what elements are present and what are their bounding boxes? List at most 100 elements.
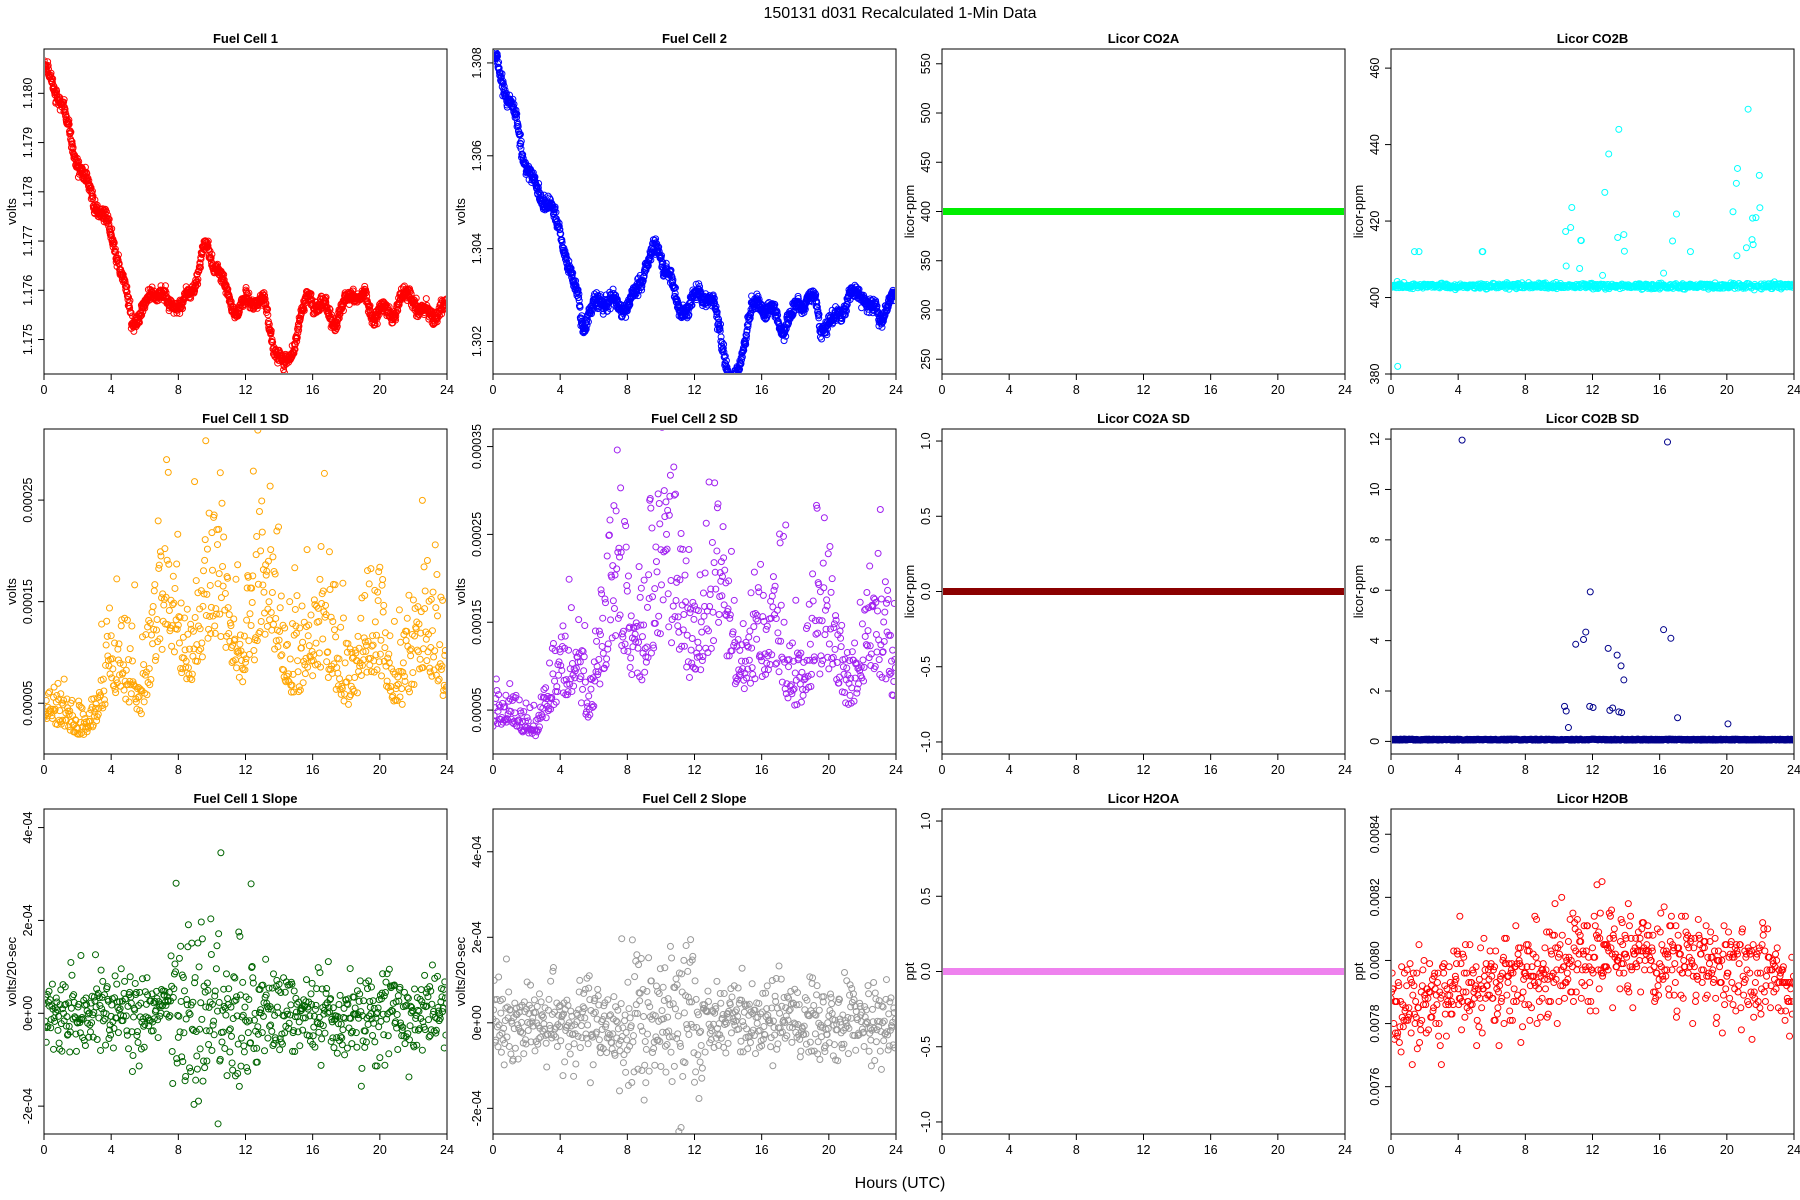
data-point bbox=[443, 295, 446, 303]
data-point bbox=[574, 286, 582, 294]
data-point bbox=[729, 372, 734, 373]
data-point bbox=[65, 710, 73, 718]
x-tick-label: 12 bbox=[1137, 383, 1151, 397]
data-point bbox=[163, 456, 171, 464]
data-point bbox=[359, 648, 367, 656]
data-point bbox=[290, 349, 298, 357]
data-point bbox=[363, 668, 371, 676]
data-point bbox=[442, 301, 446, 309]
data-point bbox=[235, 308, 243, 316]
y-tick-label: 460 bbox=[1368, 58, 1382, 79]
data-point bbox=[50, 683, 58, 691]
data-point bbox=[392, 316, 400, 324]
data-point bbox=[371, 618, 379, 626]
y-tick-label: 0.00015 bbox=[21, 579, 35, 624]
y-axis-label: volts bbox=[4, 198, 19, 225]
data-point bbox=[361, 638, 369, 646]
series-points bbox=[494, 50, 895, 381]
data-point bbox=[674, 298, 682, 306]
data-point bbox=[1394, 362, 1402, 370]
data-point bbox=[192, 282, 200, 290]
data-point bbox=[305, 621, 313, 629]
data-point bbox=[572, 277, 580, 285]
data-point bbox=[688, 301, 696, 309]
data-point bbox=[771, 300, 779, 308]
data-point bbox=[152, 653, 160, 661]
data-point bbox=[100, 696, 108, 704]
data-point bbox=[138, 311, 146, 319]
x-tick-label: 4 bbox=[1455, 383, 1462, 397]
data-point bbox=[405, 591, 413, 599]
data-point bbox=[378, 581, 386, 589]
data-point bbox=[1729, 208, 1737, 216]
data-point bbox=[108, 225, 116, 233]
data-point bbox=[634, 292, 642, 300]
data-point bbox=[422, 295, 430, 303]
data-point bbox=[327, 613, 335, 621]
data-point bbox=[338, 684, 346, 692]
data-point bbox=[216, 469, 224, 477]
data-point bbox=[323, 649, 331, 657]
data-point bbox=[339, 614, 347, 622]
data-point bbox=[567, 264, 575, 272]
data-point bbox=[638, 286, 646, 294]
data-point bbox=[294, 668, 302, 676]
data-point bbox=[410, 681, 418, 689]
data-point bbox=[140, 661, 148, 669]
data-point bbox=[813, 303, 821, 311]
data-point bbox=[57, 720, 65, 728]
data-point bbox=[403, 614, 411, 622]
data-point bbox=[141, 671, 149, 679]
data-point bbox=[433, 571, 441, 579]
data-point bbox=[113, 575, 121, 583]
x-tick-label: 8 bbox=[1522, 383, 1529, 397]
data-point bbox=[421, 587, 429, 595]
data-point bbox=[878, 323, 886, 331]
data-point bbox=[730, 375, 736, 381]
data-point bbox=[574, 288, 582, 296]
data-point bbox=[65, 120, 73, 128]
data-point bbox=[555, 222, 563, 230]
data-point bbox=[1742, 244, 1750, 252]
data-point bbox=[722, 362, 730, 370]
data-point bbox=[224, 604, 232, 612]
data-point bbox=[502, 691, 510, 699]
data-point bbox=[337, 623, 345, 631]
x-tick-label: 16 bbox=[1653, 383, 1667, 397]
data-point bbox=[66, 726, 74, 734]
data-point bbox=[366, 661, 374, 669]
data-point bbox=[427, 644, 435, 652]
data-point bbox=[1620, 247, 1628, 255]
data-point bbox=[121, 279, 129, 287]
data-point bbox=[719, 344, 727, 352]
data-point bbox=[99, 704, 107, 712]
data-point bbox=[218, 499, 226, 507]
data-point bbox=[126, 304, 134, 312]
data-point bbox=[438, 662, 446, 670]
panel-title: Fuel Cell 2 SD bbox=[651, 411, 738, 426]
data-point bbox=[246, 610, 254, 618]
data-point bbox=[261, 609, 269, 617]
x-tick-label: 12 bbox=[688, 763, 702, 777]
data-point bbox=[259, 581, 267, 589]
data-point bbox=[183, 605, 191, 613]
data-point bbox=[368, 642, 376, 650]
data-point bbox=[743, 326, 751, 334]
data-point bbox=[317, 663, 324, 671]
data-point bbox=[143, 691, 151, 699]
data-point bbox=[89, 192, 97, 200]
data-point bbox=[151, 656, 159, 664]
data-point bbox=[205, 625, 213, 633]
data-point bbox=[1756, 204, 1764, 212]
data-point bbox=[512, 110, 520, 118]
data-point bbox=[109, 665, 117, 673]
data-point bbox=[400, 672, 408, 680]
data-point bbox=[261, 295, 269, 303]
data-point bbox=[184, 630, 192, 638]
data-point bbox=[431, 541, 439, 549]
data-point bbox=[384, 654, 392, 662]
data-point bbox=[242, 284, 250, 292]
x-tick-label: 24 bbox=[1787, 383, 1800, 397]
data-point bbox=[401, 677, 409, 685]
data-point bbox=[373, 666, 381, 674]
